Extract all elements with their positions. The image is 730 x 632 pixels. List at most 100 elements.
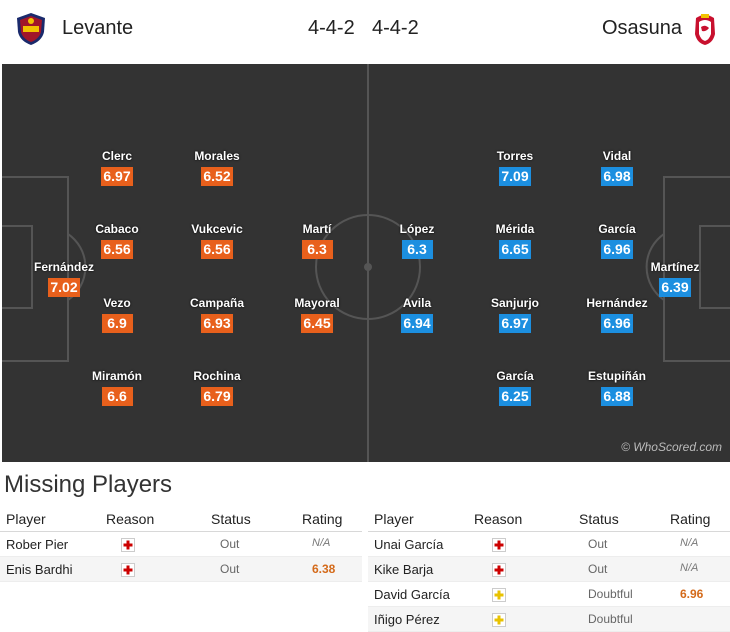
away-player[interactable]: Sanjurjo 6.97 [470, 296, 560, 333]
player-rating: 6.3 [301, 240, 333, 259]
player-name: Sanjurjo [490, 296, 539, 310]
away-player[interactable]: Hernández 6.96 [572, 296, 662, 333]
osasuna-crest-icon[interactable] [688, 12, 722, 46]
injury-icon [121, 563, 135, 577]
home-team-name[interactable]: Levante [62, 17, 134, 39]
player-rating: 6.45 [301, 314, 333, 333]
col-reason[interactable]: Reason [106, 511, 155, 527]
player-name: Miramón [91, 369, 142, 383]
col-rating[interactable]: Rating [302, 511, 343, 527]
player-name: Vidal [602, 149, 632, 163]
player-name: Clerc [101, 149, 133, 163]
doubtful-icon [492, 588, 506, 602]
home-player[interactable]: Cabaco 6.56 [72, 222, 162, 259]
home-player[interactable]: Vezo 6.9 [72, 296, 162, 333]
missing-rating: N/A [312, 537, 331, 549]
player-name: Estupiñán [587, 369, 646, 383]
col-player[interactable]: Player [374, 511, 414, 527]
missing-status: Out [220, 562, 240, 576]
player-rating: 6.6 [101, 387, 133, 406]
away-team-name[interactable]: Osasuna [601, 17, 682, 39]
missing-status: Doubtful [588, 587, 633, 601]
player-name: Mérida [495, 222, 535, 236]
player-rating: 6.25 [499, 387, 531, 406]
player-name: López [399, 222, 435, 236]
player-name: Fernández [33, 260, 94, 274]
away-player[interactable]: Torres 7.09 [470, 149, 560, 186]
player-rating: 6.3 [401, 240, 433, 259]
player-name: García [598, 222, 636, 236]
player-rating: 6.88 [601, 387, 633, 406]
levante-crest-icon[interactable] [14, 12, 48, 46]
missing-player-name[interactable]: Kike Barja [374, 562, 434, 577]
table-row: Unai García Out N/A [368, 532, 730, 557]
home-player[interactable]: Clerc 6.97 [72, 149, 162, 186]
away-player[interactable]: García 6.96 [572, 222, 662, 259]
player-name: García [496, 369, 534, 383]
missing-player-name[interactable]: Enis Bardhi [6, 562, 73, 577]
col-status[interactable]: Status [579, 511, 619, 527]
player-name: Morales [194, 149, 240, 163]
table-row: Iñigo Pérez Doubtful [368, 607, 730, 632]
pitch: Fernández 7.02 Clerc 6.97 Cabaco 6.56 Ve… [2, 64, 730, 462]
home-player[interactable]: Fernández 7.02 [19, 260, 109, 297]
home-player[interactable]: Miramón 6.6 [72, 369, 162, 406]
player-name: Torres [496, 149, 534, 163]
table-header: Player Reason Status Rating [368, 506, 730, 532]
col-player[interactable]: Player [6, 511, 46, 527]
player-rating: 6.96 [601, 314, 633, 333]
col-rating[interactable]: Rating [670, 511, 711, 527]
player-name: Rochina [193, 369, 241, 383]
home-player[interactable]: Vukcevic 6.56 [172, 222, 262, 259]
injury-icon [492, 563, 506, 577]
away-player[interactable]: Martínez 6.39 [630, 260, 720, 297]
away-player[interactable]: García 6.25 [470, 369, 560, 406]
home-player[interactable]: Martí 6.3 [272, 222, 362, 259]
col-reason[interactable]: Reason [474, 511, 523, 527]
away-player[interactable]: Estupiñán 6.88 [572, 369, 662, 406]
missing-rating: 6.38 [312, 562, 336, 576]
missing-player-name[interactable]: Rober Pier [6, 537, 69, 552]
player-rating: 6.52 [201, 167, 233, 186]
home-player[interactable]: Rochina 6.79 [172, 369, 262, 406]
player-rating: 6.56 [201, 240, 233, 259]
home-missing-table: Player Reason Status Rating Rober Pier O… [0, 506, 362, 582]
player-rating: 6.9 [101, 314, 133, 333]
injury-icon [121, 538, 135, 552]
player-rating: 6.94 [401, 314, 433, 333]
home-player[interactable]: Morales 6.52 [172, 149, 262, 186]
col-status[interactable]: Status [211, 511, 251, 527]
player-name: Avila [402, 296, 432, 310]
away-player[interactable]: Avila 6.94 [372, 296, 462, 333]
player-name: Vukcevic [191, 222, 243, 236]
player-rating: 6.56 [101, 240, 133, 259]
player-rating: 6.96 [601, 240, 633, 259]
doubtful-icon [492, 613, 506, 627]
player-name: Hernández [586, 296, 648, 310]
player-name: Martí [302, 222, 332, 236]
player-name: Martínez [650, 260, 700, 274]
table-row: Kike Barja Out N/A [368, 557, 730, 582]
injury-icon [492, 538, 506, 552]
missing-rating: N/A [680, 562, 699, 574]
player-name: Campaña [189, 296, 245, 310]
player-name: Vezo [103, 296, 131, 310]
missing-player-name[interactable]: Iñigo Pérez [374, 612, 440, 627]
player-rating: 6.65 [499, 240, 531, 259]
away-missing-table: Player Reason Status Rating Unai García … [368, 506, 730, 632]
missing-player-name[interactable]: Unai García [374, 537, 444, 552]
away-player[interactable]: Vidal 6.98 [572, 149, 662, 186]
player-rating: 6.98 [601, 167, 633, 186]
away-formation: 4-4-2 [372, 17, 419, 39]
whoscored-credit: © WhoScored.com [621, 440, 722, 454]
player-rating: 7.09 [499, 167, 531, 186]
home-player[interactable]: Campaña 6.93 [172, 296, 262, 333]
home-player[interactable]: Mayoral 6.45 [272, 296, 362, 333]
table-header: Player Reason Status Rating [0, 506, 362, 532]
missing-player-name[interactable]: David García [374, 587, 450, 602]
missing-status: Out [588, 562, 608, 576]
away-player[interactable]: López 6.3 [372, 222, 462, 259]
away-player[interactable]: Mérida 6.65 [470, 222, 560, 259]
table-row: David García Doubtful 6.96 [368, 582, 730, 607]
player-rating: 6.39 [659, 278, 691, 297]
